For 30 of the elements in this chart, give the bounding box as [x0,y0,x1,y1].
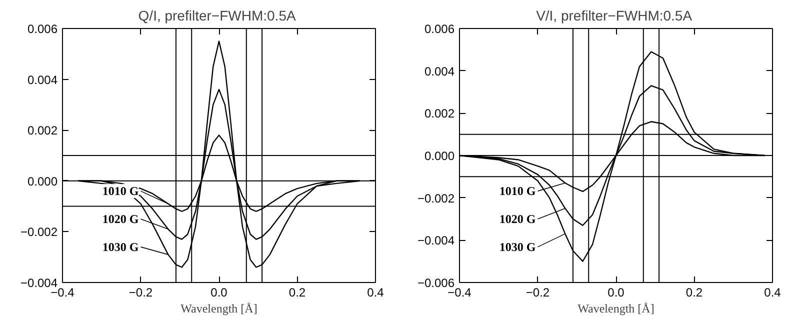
x-axis-title: Wavelength [Å] [578,302,654,316]
y-tick-label: 0.000 [424,149,455,163]
x-tick-label: −0.2 [128,286,153,300]
x-tick-label: 0.4 [764,286,782,300]
legend-label: 1020 G [102,212,139,226]
chart-title: V/I, prefilter−FWHM:0.5A [536,8,693,24]
y-tick-label: −0.004 [417,234,455,248]
x-axis-title: Wavelength [Å] [180,302,258,316]
x-tick-label: −0.2 [526,286,550,300]
y-tick-label: 0.004 [424,64,455,78]
x-tick-label: 0.4 [367,286,384,300]
legend-label: 1030 G [102,240,139,254]
legend-label: 1010 G [499,184,536,198]
y-tick-label: 0.004 [27,72,58,87]
y-tick-label: −0.006 [417,276,455,290]
y-tick-label: 0.000 [27,174,58,188]
legend-label: 1020 G [499,212,536,226]
legend-label: 1030 G [499,240,536,254]
chart-title: Q/I, prefilter−FWHM:0.5A [138,8,296,24]
y-tick-label: −0.002 [417,191,455,206]
x-tick-label: 0.0 [608,286,625,300]
y-tick-label: 0.006 [424,22,455,36]
y-tick-label: 0.002 [27,124,58,138]
x-tick-label: 0.2 [686,286,703,300]
x-tick-label: 0.0 [210,286,228,300]
y-tick-label: −0.002 [20,225,58,240]
legend-label: 1010 G [102,184,139,198]
y-tick-label: 0.002 [424,106,455,121]
x-tick-label: 0.2 [288,286,306,300]
y-tick-label: 0.006 [27,22,58,36]
